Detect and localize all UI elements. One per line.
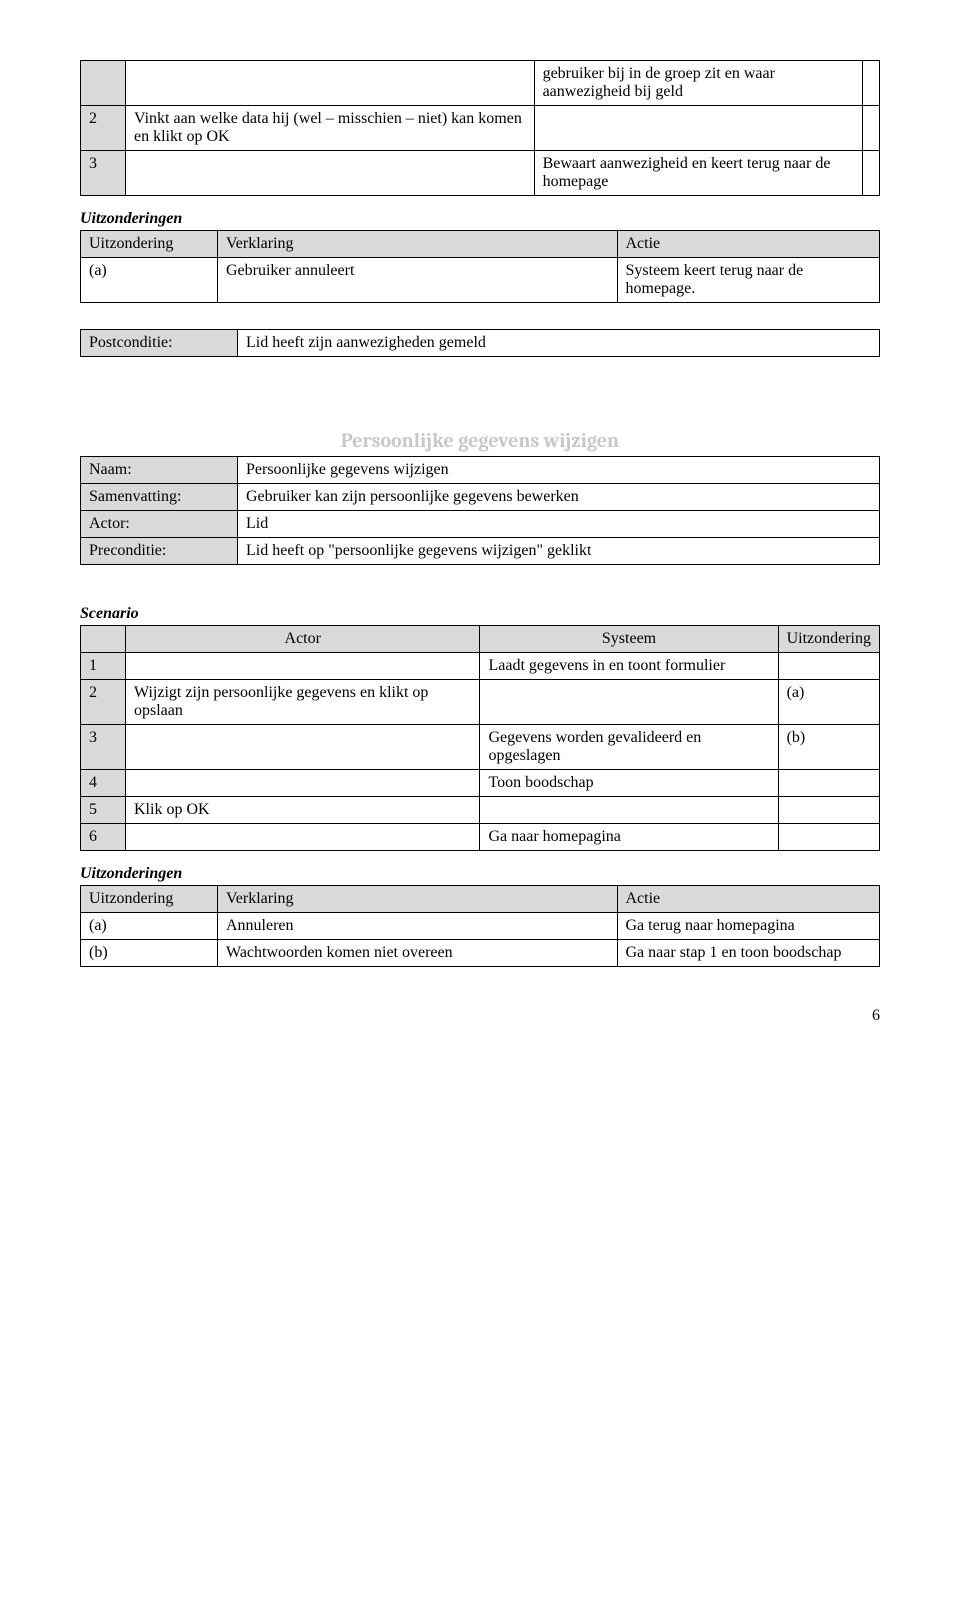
- exception-cell: [862, 106, 879, 151]
- row-num: 3: [81, 151, 126, 196]
- exception-cell: [862, 151, 879, 196]
- system-cell: gebruiker bij in de groep zit en waar aa…: [534, 61, 862, 106]
- actor-cell: [126, 653, 480, 680]
- exception-cell: [778, 824, 879, 851]
- page-number: 6: [80, 1007, 880, 1025]
- scenario-table-continuation: gebruiker bij in de groep zit en waar aa…: [80, 60, 880, 196]
- exception-id: (a): [81, 913, 218, 940]
- exceptions-heading-2: Uitzonderingen: [80, 865, 880, 883]
- col-header-uitzondering: Uitzondering: [778, 626, 879, 653]
- exceptions-table-1: Uitzondering Verklaring Actie (a) Gebrui…: [80, 230, 880, 303]
- row-num: 4: [81, 770, 126, 797]
- actor-label: Actor:: [81, 511, 238, 538]
- naam-value: Persoonlijke gegevens wijzigen: [238, 457, 880, 484]
- system-cell: Bewaart aanwezigheid en keert terug naar…: [534, 151, 862, 196]
- actor-cell: [126, 151, 535, 196]
- system-cell: Ga naar homepagina: [480, 824, 778, 851]
- postcondition-label: Postconditie:: [81, 330, 238, 357]
- exception-cell: (b): [778, 725, 879, 770]
- col-header-actie: Actie: [617, 886, 880, 913]
- row-num: 5: [81, 797, 126, 824]
- scenario-table: Actor Systeem Uitzondering 1 Laadt gegev…: [80, 625, 880, 851]
- system-cell: Gegevens worden gevalideerd en opgeslage…: [480, 725, 778, 770]
- exceptions-heading: Uitzonderingen: [80, 210, 880, 228]
- actor-cell: Wijzigt zijn persoonlijke gegevens en kl…: [126, 680, 480, 725]
- samenvatting-value: Gebruiker kan zijn persoonlijke gegevens…: [238, 484, 880, 511]
- system-cell: [480, 797, 778, 824]
- preconditie-value: Lid heeft op "persoonlijke gegevens wijz…: [238, 538, 880, 565]
- exception-cell: (a): [778, 680, 879, 725]
- row-num: 3: [81, 725, 126, 770]
- system-cell: [480, 680, 778, 725]
- exception-verklaring: Annuleren: [218, 913, 618, 940]
- exception-actie: Ga naar stap 1 en toon boodschap: [617, 940, 880, 967]
- naam-label: Naam:: [81, 457, 238, 484]
- col-header-actie: Actie: [617, 231, 880, 258]
- row-num: 2: [81, 106, 126, 151]
- preconditie-label: Preconditie:: [81, 538, 238, 565]
- exception-cell: [778, 653, 879, 680]
- samenvatting-label: Samenvatting:: [81, 484, 238, 511]
- exception-cell: [778, 770, 879, 797]
- exceptions-table-2: Uitzondering Verklaring Actie (a) Annule…: [80, 885, 880, 967]
- actor-value: Lid: [238, 511, 880, 538]
- actor-cell: [126, 770, 480, 797]
- system-cell: Laadt gegevens in en toont formulier: [480, 653, 778, 680]
- row-num: 6: [81, 824, 126, 851]
- actor-cell: [126, 61, 535, 106]
- actor-cell: [126, 725, 480, 770]
- use-case-meta-table: Persoonlijke gegevens wijzigen Naam: Per…: [80, 425, 880, 565]
- row-num: 1: [81, 653, 126, 680]
- col-header-actor: Actor: [126, 626, 480, 653]
- exception-actie: Ga terug naar homepagina: [617, 913, 880, 940]
- postcondition-value: Lid heeft zijn aanwezigheden gemeld: [238, 330, 880, 357]
- actor-cell: [126, 824, 480, 851]
- col-header-verklaring: Verklaring: [218, 886, 618, 913]
- col-header-exception: Uitzondering: [81, 886, 218, 913]
- exception-verklaring: Gebruiker annuleert: [218, 258, 618, 303]
- empty-corner: [81, 626, 126, 653]
- postcondition-table: Postconditie: Lid heeft zijn aanwezighed…: [80, 329, 880, 357]
- actor-cell: Vinkt aan welke data hij (wel – misschie…: [126, 106, 535, 151]
- row-num: [81, 61, 126, 106]
- scenario-heading: Scenario: [80, 605, 880, 623]
- exception-id: (a): [81, 258, 218, 303]
- col-header-verklaring: Verklaring: [218, 231, 618, 258]
- exception-actie: Systeem keert terug naar de homepage.: [617, 258, 880, 303]
- actor-cell: Klik op OK: [126, 797, 480, 824]
- col-header-exception: Uitzondering: [81, 231, 218, 258]
- exception-id: (b): [81, 940, 218, 967]
- exception-verklaring: Wachtwoorden komen niet overeen: [218, 940, 618, 967]
- exception-cell: [862, 61, 879, 106]
- row-num: 2: [81, 680, 126, 725]
- system-cell: Toon boodschap: [480, 770, 778, 797]
- section-title: Persoonlijke gegevens wijzigen: [89, 429, 872, 452]
- exception-cell: [778, 797, 879, 824]
- col-header-systeem: Systeem: [480, 626, 778, 653]
- system-cell: [534, 106, 862, 151]
